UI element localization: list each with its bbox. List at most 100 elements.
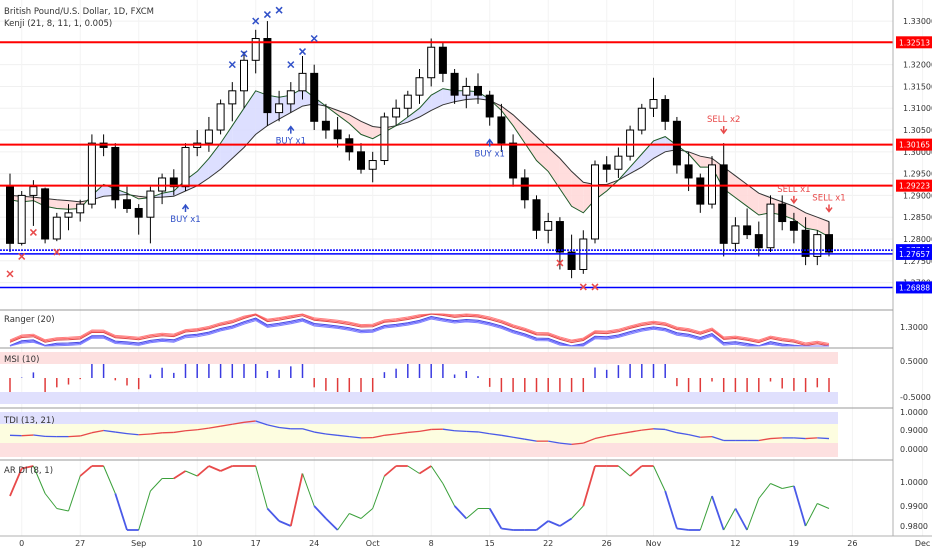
msi-scale-top: 0.5000 [900, 357, 928, 366]
candle-down [134, 207, 143, 218]
candle-down [567, 251, 576, 270]
tdi-segment [197, 427, 209, 431]
candle [520, 169, 529, 209]
x-tick-label: Oct [366, 539, 380, 548]
candle [368, 151, 377, 183]
x-marker-icon [287, 61, 295, 69]
tdi-segment [21, 434, 34, 437]
ranger-band [9, 317, 829, 347]
candle-up [158, 177, 167, 192]
candle [415, 69, 424, 104]
ardi-segment [56, 508, 69, 512]
candle [17, 191, 26, 246]
tdi-segment [173, 430, 186, 434]
x-tick-label: 24 [309, 539, 319, 548]
candle [661, 95, 670, 131]
candle [743, 208, 752, 239]
sell-arrow-icon [825, 204, 833, 213]
candle-up [146, 190, 155, 218]
candle-down [778, 203, 787, 223]
x-tick-label: 15 [485, 539, 495, 548]
x-tick-label: Sep [131, 539, 146, 548]
candle-down [321, 120, 330, 131]
candle-down [789, 221, 798, 231]
candle-down [438, 46, 447, 74]
candle [204, 116, 213, 152]
ranger-band [9, 318, 829, 347]
ardi-line [9, 465, 830, 531]
tdi-segment [232, 421, 245, 425]
y-tick-label: 1.29000 [903, 191, 932, 200]
ardi-label: AR DI (8, 1) [4, 466, 53, 476]
x-marker-icon [298, 48, 307, 56]
ardi-segment [138, 490, 151, 531]
ardi-segment [723, 508, 736, 531]
candle [380, 112, 389, 165]
ranger-band [9, 313, 830, 344]
ardi-segment [465, 508, 479, 519]
cloud-segment [805, 212, 818, 231]
level-tag-label: 1.27657 [899, 250, 930, 259]
y-tick-label: 1.28000 [903, 235, 932, 244]
ardi-segment [383, 465, 397, 477]
ardi-segment [430, 465, 444, 484]
ardi-scale-bottom: 0.9800 [900, 522, 928, 531]
tdi-segment [548, 440, 561, 444]
candle [696, 173, 705, 213]
tdi-segment [442, 428, 455, 432]
ardi-segment [442, 483, 456, 507]
level-tags: 1.325131.301651.292231.277441.276571.268… [896, 36, 932, 294]
candle-down [169, 177, 178, 188]
ardi-segment [360, 508, 374, 519]
ardi-segment [805, 503, 818, 527]
ardi-segment [173, 470, 186, 480]
candle-down [719, 164, 728, 244]
ardi-segment [313, 505, 327, 520]
candle [251, 29, 260, 74]
candle [29, 180, 38, 226]
y-tick-label: 1.28500 [903, 213, 932, 222]
candle-down [801, 229, 810, 257]
ardi-segment [699, 495, 713, 531]
candle-down [743, 225, 752, 236]
candle-down [485, 94, 494, 118]
candle-up [462, 85, 471, 96]
candle [286, 82, 295, 113]
tdi-segment [279, 426, 291, 430]
candle [509, 134, 518, 187]
x-marker-icon [6, 270, 14, 278]
candle [52, 212, 61, 242]
tdi-segment [396, 431, 408, 435]
candle [134, 204, 143, 235]
time-axis[interactable]: 0 27 Sep 10 17 24 Oct 8 15 22 26 Nov 12 19 26 Dec [19, 539, 930, 548]
candle [87, 134, 96, 209]
candle-down [532, 199, 541, 231]
candle [240, 51, 248, 109]
tdi-segment [372, 434, 385, 439]
ardi-segment [114, 493, 128, 531]
sell-signal-label: SELL x1 [777, 185, 810, 195]
msi-bars [9, 364, 830, 392]
candle-up [29, 186, 38, 196]
tdi-segment [314, 431, 327, 435]
x-marker-icon [240, 50, 248, 58]
candle-down [555, 221, 564, 253]
cloud-segment [747, 184, 759, 216]
x-tick-label: Nov [646, 539, 662, 548]
level-tag-label: 1.29223 [899, 182, 930, 191]
tdi-segment [138, 433, 151, 436]
ardi-segment [770, 483, 783, 489]
cloud-segment [162, 191, 174, 198]
tdi-segment [91, 429, 104, 434]
ardi-segment [21, 465, 34, 470]
ardi-segment [488, 508, 503, 529]
y-tick-label: 1.30500 [903, 126, 932, 135]
candle [789, 212, 798, 244]
y-tick-label: 1.31500 [903, 82, 932, 91]
x-marker-icon [29, 228, 37, 236]
tdi-segment [817, 437, 830, 440]
ardi-segment [676, 527, 689, 531]
candle-up [240, 59, 248, 92]
candle-up [427, 46, 436, 79]
